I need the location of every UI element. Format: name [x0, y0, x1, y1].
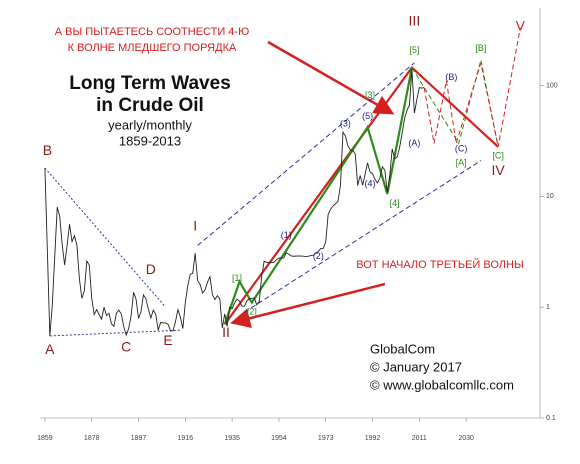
wave-label: (2): [313, 251, 324, 261]
wave-label: II: [222, 324, 230, 340]
x-tick-label: 1992: [365, 435, 381, 442]
x-tick-label: 2030: [458, 435, 474, 442]
wave-label: (5): [362, 111, 373, 121]
wave-line: [411, 59, 499, 147]
arrow: [267, 40, 395, 115]
wave-label: B: [43, 142, 52, 158]
credit: GlobalCom: [370, 341, 435, 356]
wave-label: [4]: [390, 198, 400, 208]
wave-label: E: [163, 332, 172, 348]
subtitle: 1859-2013: [119, 133, 181, 148]
wave-label: C: [121, 338, 131, 354]
wave-line: [244, 160, 482, 313]
x-tick-label: 1897: [131, 435, 147, 442]
wave-label: I: [193, 218, 197, 234]
credit: © www.globalcomllc.com: [370, 377, 514, 392]
y-tick-label: 100: [546, 82, 558, 89]
y-tick-label: 0.1: [546, 415, 556, 422]
y-tick-label: 1: [546, 304, 550, 311]
subtitle: yearly/monthly: [108, 117, 192, 132]
wave-label: [1]: [232, 273, 242, 283]
wave-label: [B]: [475, 43, 486, 53]
wave-label: III: [409, 12, 421, 28]
wave-label: [5]: [409, 45, 419, 55]
wave-line: [223, 65, 499, 325]
chart-title: Long Term Waves: [69, 73, 231, 94]
wave-label: (4): [365, 178, 376, 188]
arrow: [230, 282, 386, 329]
note: К ВОЛНЕ МЛЕДШЕГО ПОРЯДКА: [68, 42, 237, 54]
x-tick-label: 2011: [412, 435, 427, 442]
wave-label: (3): [340, 119, 351, 129]
x-tick-label: 1973: [318, 435, 334, 442]
wave-label: [2]: [247, 307, 257, 317]
wave-label: [3]: [365, 90, 375, 100]
wave-label: (1): [281, 230, 292, 240]
wave-label: V: [516, 17, 526, 33]
wave-label: [A]: [456, 157, 467, 167]
wave-label: (A): [408, 138, 420, 148]
wave-line: [223, 67, 414, 325]
wave-line: [49, 329, 181, 337]
wave-line: [44, 167, 166, 308]
wave-label: [C]: [492, 151, 504, 161]
x-tick-label: 1954: [271, 435, 287, 442]
wave-label: IV: [492, 162, 506, 178]
x-tick-label: 1859: [37, 435, 53, 442]
note: А ВЫ ПЫТАЕТЕСЬ СООТНЕСТИ 4-Ю: [55, 26, 249, 38]
wave-line: [423, 27, 521, 147]
credit: © January 2017: [370, 359, 462, 374]
y-tick-label: 10: [546, 193, 554, 200]
wave-label: (C): [455, 143, 468, 153]
x-tick-label: 1935: [224, 435, 240, 442]
wave-line: [197, 62, 415, 246]
note: ВОТ НАЧАЛО ТРЕТЬЕЙ ВОЛНЫ: [356, 258, 523, 271]
x-tick-label: 1878: [84, 435, 100, 442]
wave-label: (B): [445, 72, 457, 82]
wave-label: D: [146, 261, 156, 277]
x-tick-label: 1916: [178, 435, 194, 442]
wave-label: A: [45, 341, 55, 357]
price-line: [44, 69, 425, 337]
chart-title: in Crude Oil: [96, 95, 204, 116]
